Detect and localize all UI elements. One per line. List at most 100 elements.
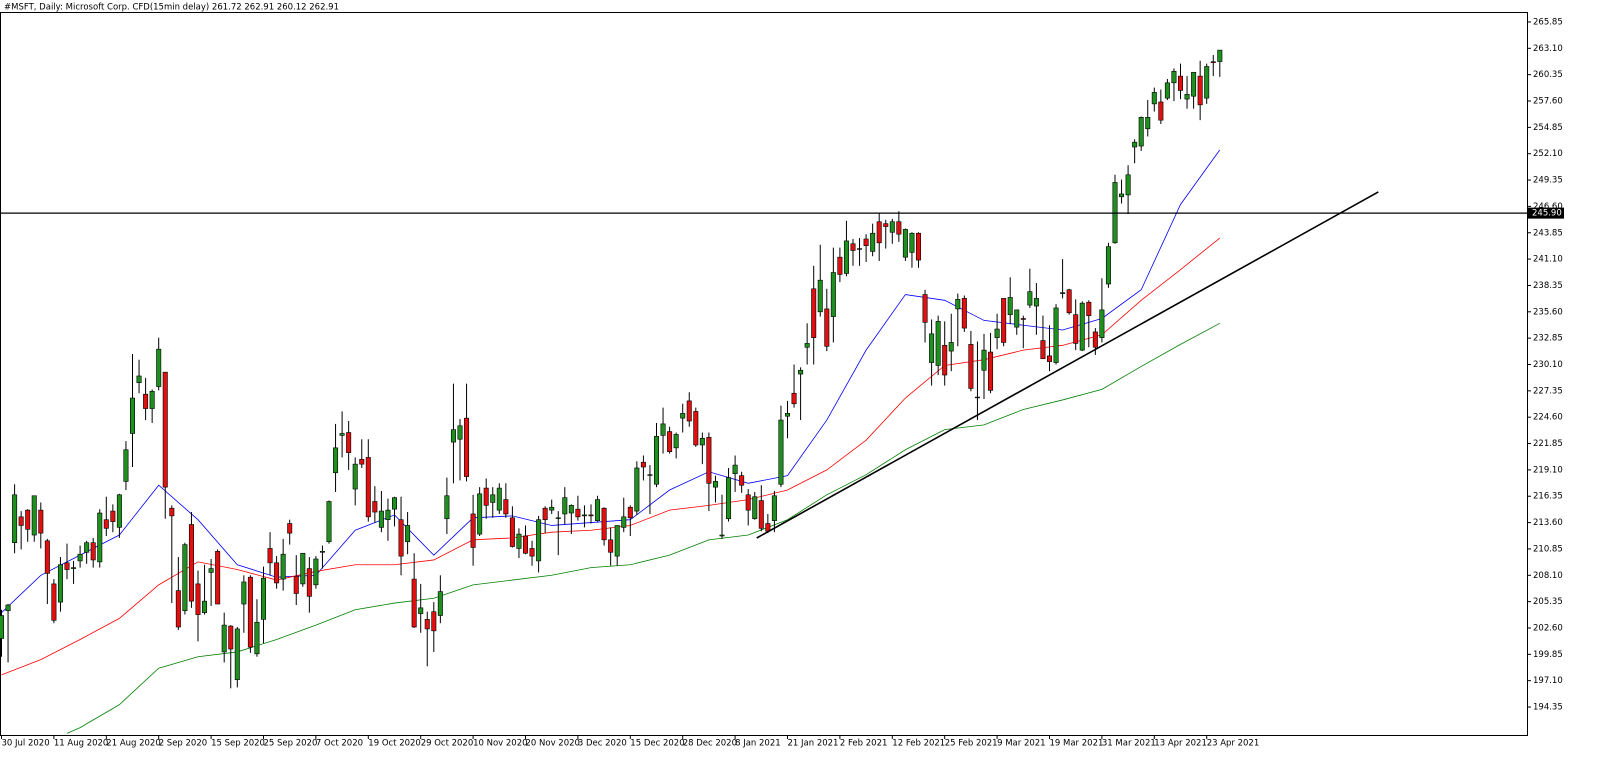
candle-up — [339, 433, 345, 436]
candle-up — [444, 495, 450, 520]
candle-down — [18, 516, 24, 526]
candle-up — [156, 348, 162, 387]
candle-up — [634, 467, 640, 512]
candle-down — [247, 576, 253, 648]
candle-down — [398, 519, 404, 557]
candle-down — [267, 548, 273, 564]
candle-up — [221, 624, 227, 653]
candle-up — [1151, 92, 1157, 105]
candle-up — [123, 449, 129, 482]
candle-down — [1047, 355, 1053, 362]
candle-up — [732, 464, 738, 475]
candle-up — [1014, 309, 1020, 328]
candle-up — [352, 463, 358, 490]
candle-up — [647, 474, 653, 476]
y-tick-label: 197.10 — [1533, 676, 1563, 686]
candle-down — [51, 583, 57, 621]
y-tick-label: 221.85 — [1533, 439, 1563, 449]
candle-down — [44, 540, 50, 574]
candle-up — [712, 481, 718, 488]
y-tick-label: 238.35 — [1533, 281, 1563, 291]
candle-up — [477, 493, 483, 535]
candle-up — [784, 413, 790, 417]
y-tick-label: 232.85 — [1533, 334, 1563, 344]
candle-up — [202, 600, 208, 613]
candle-down — [175, 590, 181, 628]
candle-down — [968, 344, 974, 389]
y-tick-label: 213.60 — [1533, 518, 1563, 528]
candle-up — [817, 279, 823, 313]
candle-up — [405, 525, 411, 543]
candle-down — [38, 509, 44, 534]
candle-down — [837, 256, 843, 275]
candle-up — [1099, 309, 1105, 338]
candle-up — [798, 369, 804, 375]
candle-up — [1027, 291, 1033, 306]
candle-down — [293, 575, 299, 594]
candle-up — [418, 607, 424, 614]
candle-down — [706, 437, 712, 484]
x-tick-label: 12 Feb 2021 — [892, 739, 945, 749]
candle-down — [1020, 318, 1026, 320]
candle-down — [1066, 289, 1072, 314]
candle-up — [726, 477, 732, 520]
y-tick-label: 246.60 — [1533, 202, 1563, 212]
y-tick-label: 208.10 — [1533, 571, 1563, 581]
y-tick-label: 252.10 — [1533, 149, 1563, 159]
x-tick-label: 15 Sep 2020 — [211, 739, 265, 749]
candle-down — [359, 459, 365, 465]
candle-up — [1007, 297, 1013, 315]
candle-up — [804, 343, 810, 348]
candle-up — [1125, 174, 1131, 196]
candle-up — [260, 577, 266, 620]
candle-up — [136, 375, 142, 383]
candle-up — [1079, 302, 1085, 351]
level-label-box — [1528, 207, 1564, 219]
x-tick-label: 30 Jul 2020 — [2, 739, 50, 749]
y-tick-label: 202.60 — [1533, 623, 1563, 633]
candle-up — [496, 487, 502, 511]
candle-up — [614, 525, 620, 557]
y-tick-label: 249.35 — [1533, 176, 1563, 186]
candle-up — [889, 221, 895, 233]
candle-down — [693, 411, 699, 446]
candle-up — [5, 604, 11, 612]
x-tick-label: 25 Sep 2020 — [264, 739, 318, 749]
candle-down — [483, 487, 489, 506]
candle-up — [1105, 246, 1111, 285]
candle-down — [811, 288, 817, 338]
candle-up — [516, 533, 522, 549]
candle-down — [424, 619, 430, 630]
candle-down — [883, 223, 889, 227]
candle-up — [57, 564, 63, 603]
candle-up — [843, 240, 849, 274]
candle-up — [1145, 116, 1151, 130]
x-tick-label: 20 Nov 2020 — [526, 739, 580, 749]
candle-up — [1171, 71, 1177, 84]
candle-up — [97, 512, 103, 563]
candle-down — [103, 519, 109, 529]
candle-down — [90, 542, 96, 561]
x-tick-label: 31 Mar 2021 — [1102, 739, 1156, 749]
x-tick-label: 11 Aug 2020 — [54, 739, 108, 749]
candle-up — [935, 321, 941, 366]
candle-up — [254, 621, 260, 655]
candle-down — [372, 501, 378, 513]
candle-up — [1138, 116, 1144, 147]
candle-up — [1119, 193, 1125, 198]
candle-up — [450, 429, 456, 443]
candle-up — [149, 391, 155, 409]
candle-down — [850, 243, 856, 251]
candle-up — [378, 510, 384, 528]
candle-down — [896, 221, 902, 235]
candle-up — [1217, 49, 1223, 62]
candle-up — [326, 501, 332, 543]
y-tick-label: 235.60 — [1533, 307, 1563, 317]
x-tick-label: 29 Oct 2020 — [421, 739, 474, 749]
candle-down — [287, 523, 293, 534]
candle-up — [660, 423, 666, 436]
candle-up — [673, 434, 679, 449]
candle-down — [686, 400, 692, 422]
y-tick-label: 224.60 — [1533, 413, 1563, 423]
candle-down — [169, 507, 175, 517]
